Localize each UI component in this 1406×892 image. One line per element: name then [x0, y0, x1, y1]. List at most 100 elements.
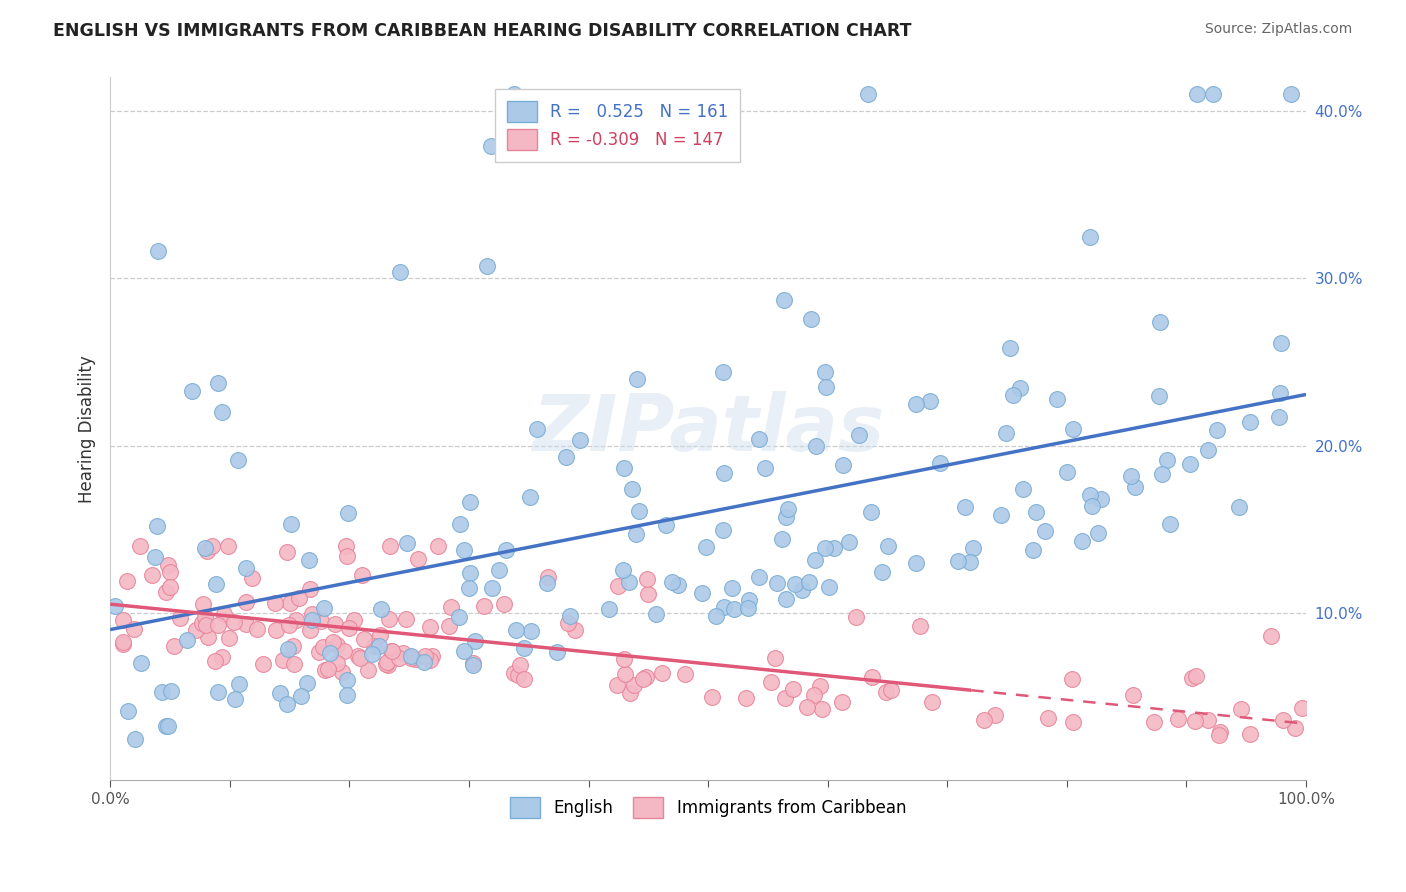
- Point: [1185, 669, 1208, 683]
- Point: [1184, 714, 1206, 728]
- Point: [1178, 457, 1201, 471]
- Point: [790, 582, 813, 597]
- Point: [624, 527, 647, 541]
- Point: [1159, 516, 1181, 531]
- Point: [860, 669, 883, 683]
- Point: [1062, 673, 1084, 687]
- Point: [1239, 727, 1261, 741]
- Point: [1021, 542, 1043, 557]
- Point: [748, 433, 770, 447]
- Point: [748, 570, 770, 584]
- Point: [536, 576, 558, 591]
- Point: [299, 624, 322, 638]
- Point: [437, 619, 460, 633]
- Point: [353, 632, 375, 647]
- Point: [488, 563, 510, 577]
- Point: [322, 635, 344, 649]
- Point: [235, 616, 257, 631]
- Point: [228, 677, 250, 691]
- Point: [723, 601, 745, 615]
- Point: [399, 649, 422, 664]
- Point: [277, 642, 299, 657]
- Point: [770, 533, 793, 547]
- Point: [506, 668, 529, 682]
- Point: [330, 665, 353, 679]
- Point: [387, 651, 409, 665]
- Point: [368, 639, 391, 653]
- Point: [546, 645, 568, 659]
- Point: [614, 667, 637, 681]
- Point: [661, 575, 683, 590]
- Point: [392, 646, 415, 660]
- Point: [191, 597, 214, 611]
- Point: [720, 581, 742, 595]
- Point: [264, 623, 287, 637]
- Point: [1268, 386, 1291, 401]
- Point: [1152, 467, 1174, 482]
- Point: [169, 611, 191, 625]
- Point: [763, 650, 786, 665]
- Point: [1279, 87, 1302, 102]
- Point: [984, 708, 1007, 723]
- Point: [613, 460, 636, 475]
- Point: [1056, 466, 1078, 480]
- Point: [112, 637, 135, 651]
- Point: [449, 516, 471, 531]
- Point: [1071, 533, 1094, 548]
- Point: [157, 719, 180, 733]
- Point: [360, 647, 382, 661]
- Point: [336, 673, 359, 688]
- Point: [204, 654, 226, 668]
- Point: [224, 692, 246, 706]
- Point: [412, 655, 434, 669]
- Point: [319, 646, 342, 660]
- Point: [269, 686, 291, 700]
- Point: [921, 695, 943, 709]
- Point: [211, 405, 233, 419]
- Point: [325, 639, 347, 653]
- Point: [201, 539, 224, 553]
- Point: [1267, 409, 1289, 424]
- Point: [711, 365, 734, 379]
- Point: [1078, 488, 1101, 502]
- Point: [558, 609, 581, 624]
- Point: [905, 397, 928, 411]
- Point: [235, 595, 257, 609]
- Point: [325, 656, 347, 670]
- Point: [796, 700, 818, 714]
- Point: [735, 690, 758, 705]
- Point: [1167, 712, 1189, 726]
- Point: [235, 561, 257, 575]
- Point: [613, 651, 636, 665]
- Point: [129, 656, 152, 670]
- Point: [800, 312, 823, 326]
- Point: [336, 688, 359, 702]
- Point: [1230, 702, 1253, 716]
- Point: [195, 544, 218, 558]
- Point: [309, 614, 332, 628]
- Point: [159, 565, 181, 579]
- Point: [427, 539, 450, 553]
- Point: [773, 690, 796, 705]
- Point: [280, 517, 302, 532]
- Point: [180, 384, 202, 398]
- Point: [631, 673, 654, 687]
- Point: [370, 602, 392, 616]
- Point: [813, 364, 835, 378]
- Point: [176, 632, 198, 647]
- Point: [737, 600, 759, 615]
- Point: [711, 523, 734, 537]
- Point: [775, 591, 797, 606]
- Point: [458, 495, 481, 509]
- Point: [146, 518, 169, 533]
- Point: [288, 591, 311, 605]
- Point: [143, 550, 166, 565]
- Point: [357, 663, 380, 677]
- Point: [1239, 416, 1261, 430]
- Point: [1260, 629, 1282, 643]
- Point: [627, 504, 650, 518]
- Point: [772, 293, 794, 307]
- Point: [818, 580, 841, 594]
- Point: [713, 466, 735, 480]
- Point: [636, 572, 658, 586]
